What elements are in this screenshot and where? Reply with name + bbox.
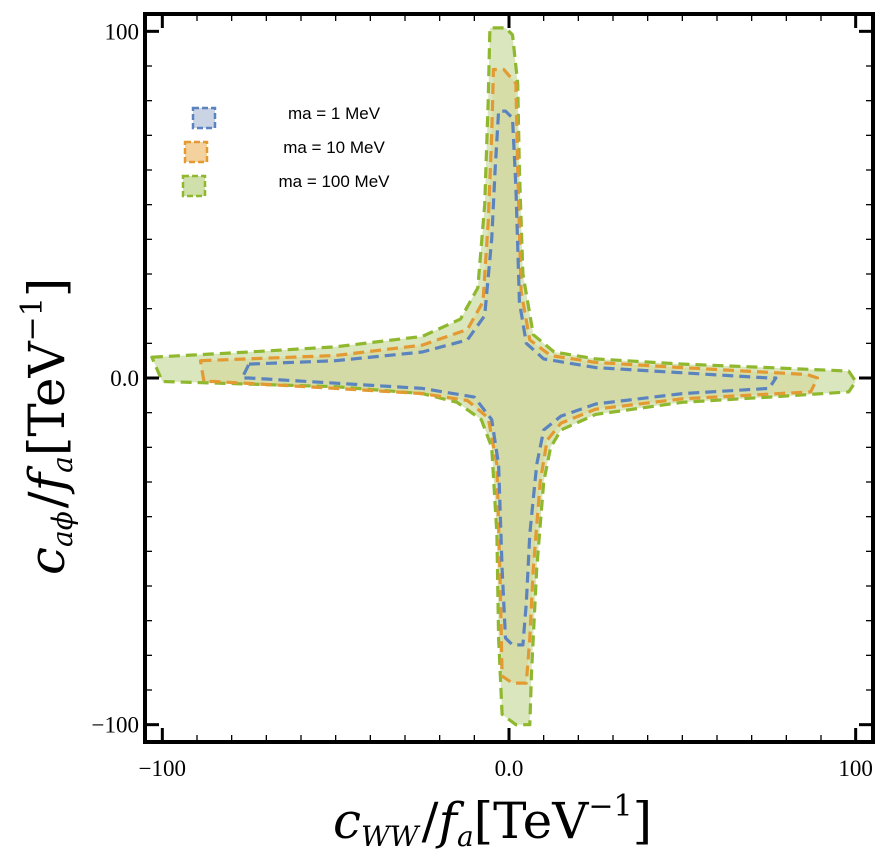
legend-swatch-ma-100-mev	[181, 174, 207, 198]
legend-label-ma-10-mev: ma = 10 MeV	[283, 138, 385, 157]
x-tick-label: 0.0	[495, 756, 524, 781]
region-fill-ma-100-mev	[151, 27, 856, 725]
legend-swatch-ma-10-mev	[183, 140, 209, 164]
plot-frame	[143, 12, 875, 744]
legend-swatch-ma-1-mev	[191, 106, 217, 130]
tick-labels: −100 0.0 100 −100 0.0 100	[92, 19, 873, 781]
region-outlines	[150, 26, 858, 727]
y-tick-label: −100	[92, 713, 139, 738]
legend: ma = 1 MeV ma = 10 MeV ma = 100 MeV	[181, 104, 390, 198]
region-outline-ma-1-mev	[240, 109, 778, 647]
y-tick-label: 100	[105, 19, 140, 44]
y-tick-label: 0.0	[110, 366, 139, 391]
x-axis-label: cWW/fa[TeV−1]	[333, 789, 652, 853]
region-outline-ma-10-mev	[198, 67, 820, 685]
y-axis-label: caϕ/fa[TeV−1]	[15, 278, 79, 575]
region-fills	[151, 27, 856, 725]
x-tick-label: −100	[139, 756, 186, 781]
x-tick-label: 100	[838, 756, 873, 781]
region-outline-ma-100-mev	[150, 26, 858, 727]
legend-label-ma-100-mev: ma = 100 MeV	[278, 172, 390, 191]
legend-label-ma-1-mev: ma = 1 MeV	[288, 104, 381, 123]
